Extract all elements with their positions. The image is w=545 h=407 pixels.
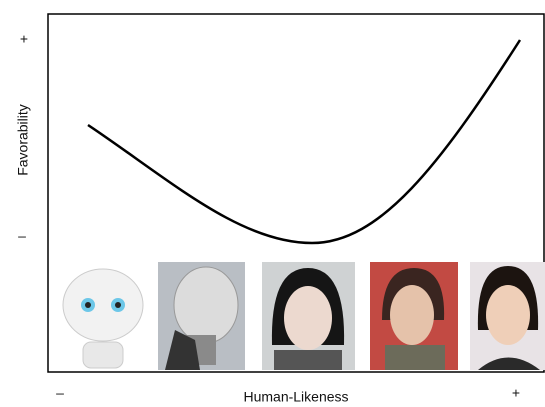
y-axis-title: Favorability [15, 104, 31, 176]
robot-image-2 [158, 262, 245, 370]
robot-image-4 [370, 262, 458, 370]
y-low-label: – [18, 228, 26, 244]
x-axis-title: Human-Likeness [243, 389, 348, 405]
robot-image-1 [55, 262, 150, 370]
x-low-label: – [56, 385, 64, 401]
robot-image-3 [262, 262, 355, 370]
valley-curve [88, 40, 520, 243]
y-high-label: + [20, 31, 28, 47]
x-high-label: + [512, 385, 520, 401]
robot-image-5 [470, 262, 545, 370]
uncanny-valley-figure: + – Favorability – + Human-Likeness [0, 0, 545, 407]
